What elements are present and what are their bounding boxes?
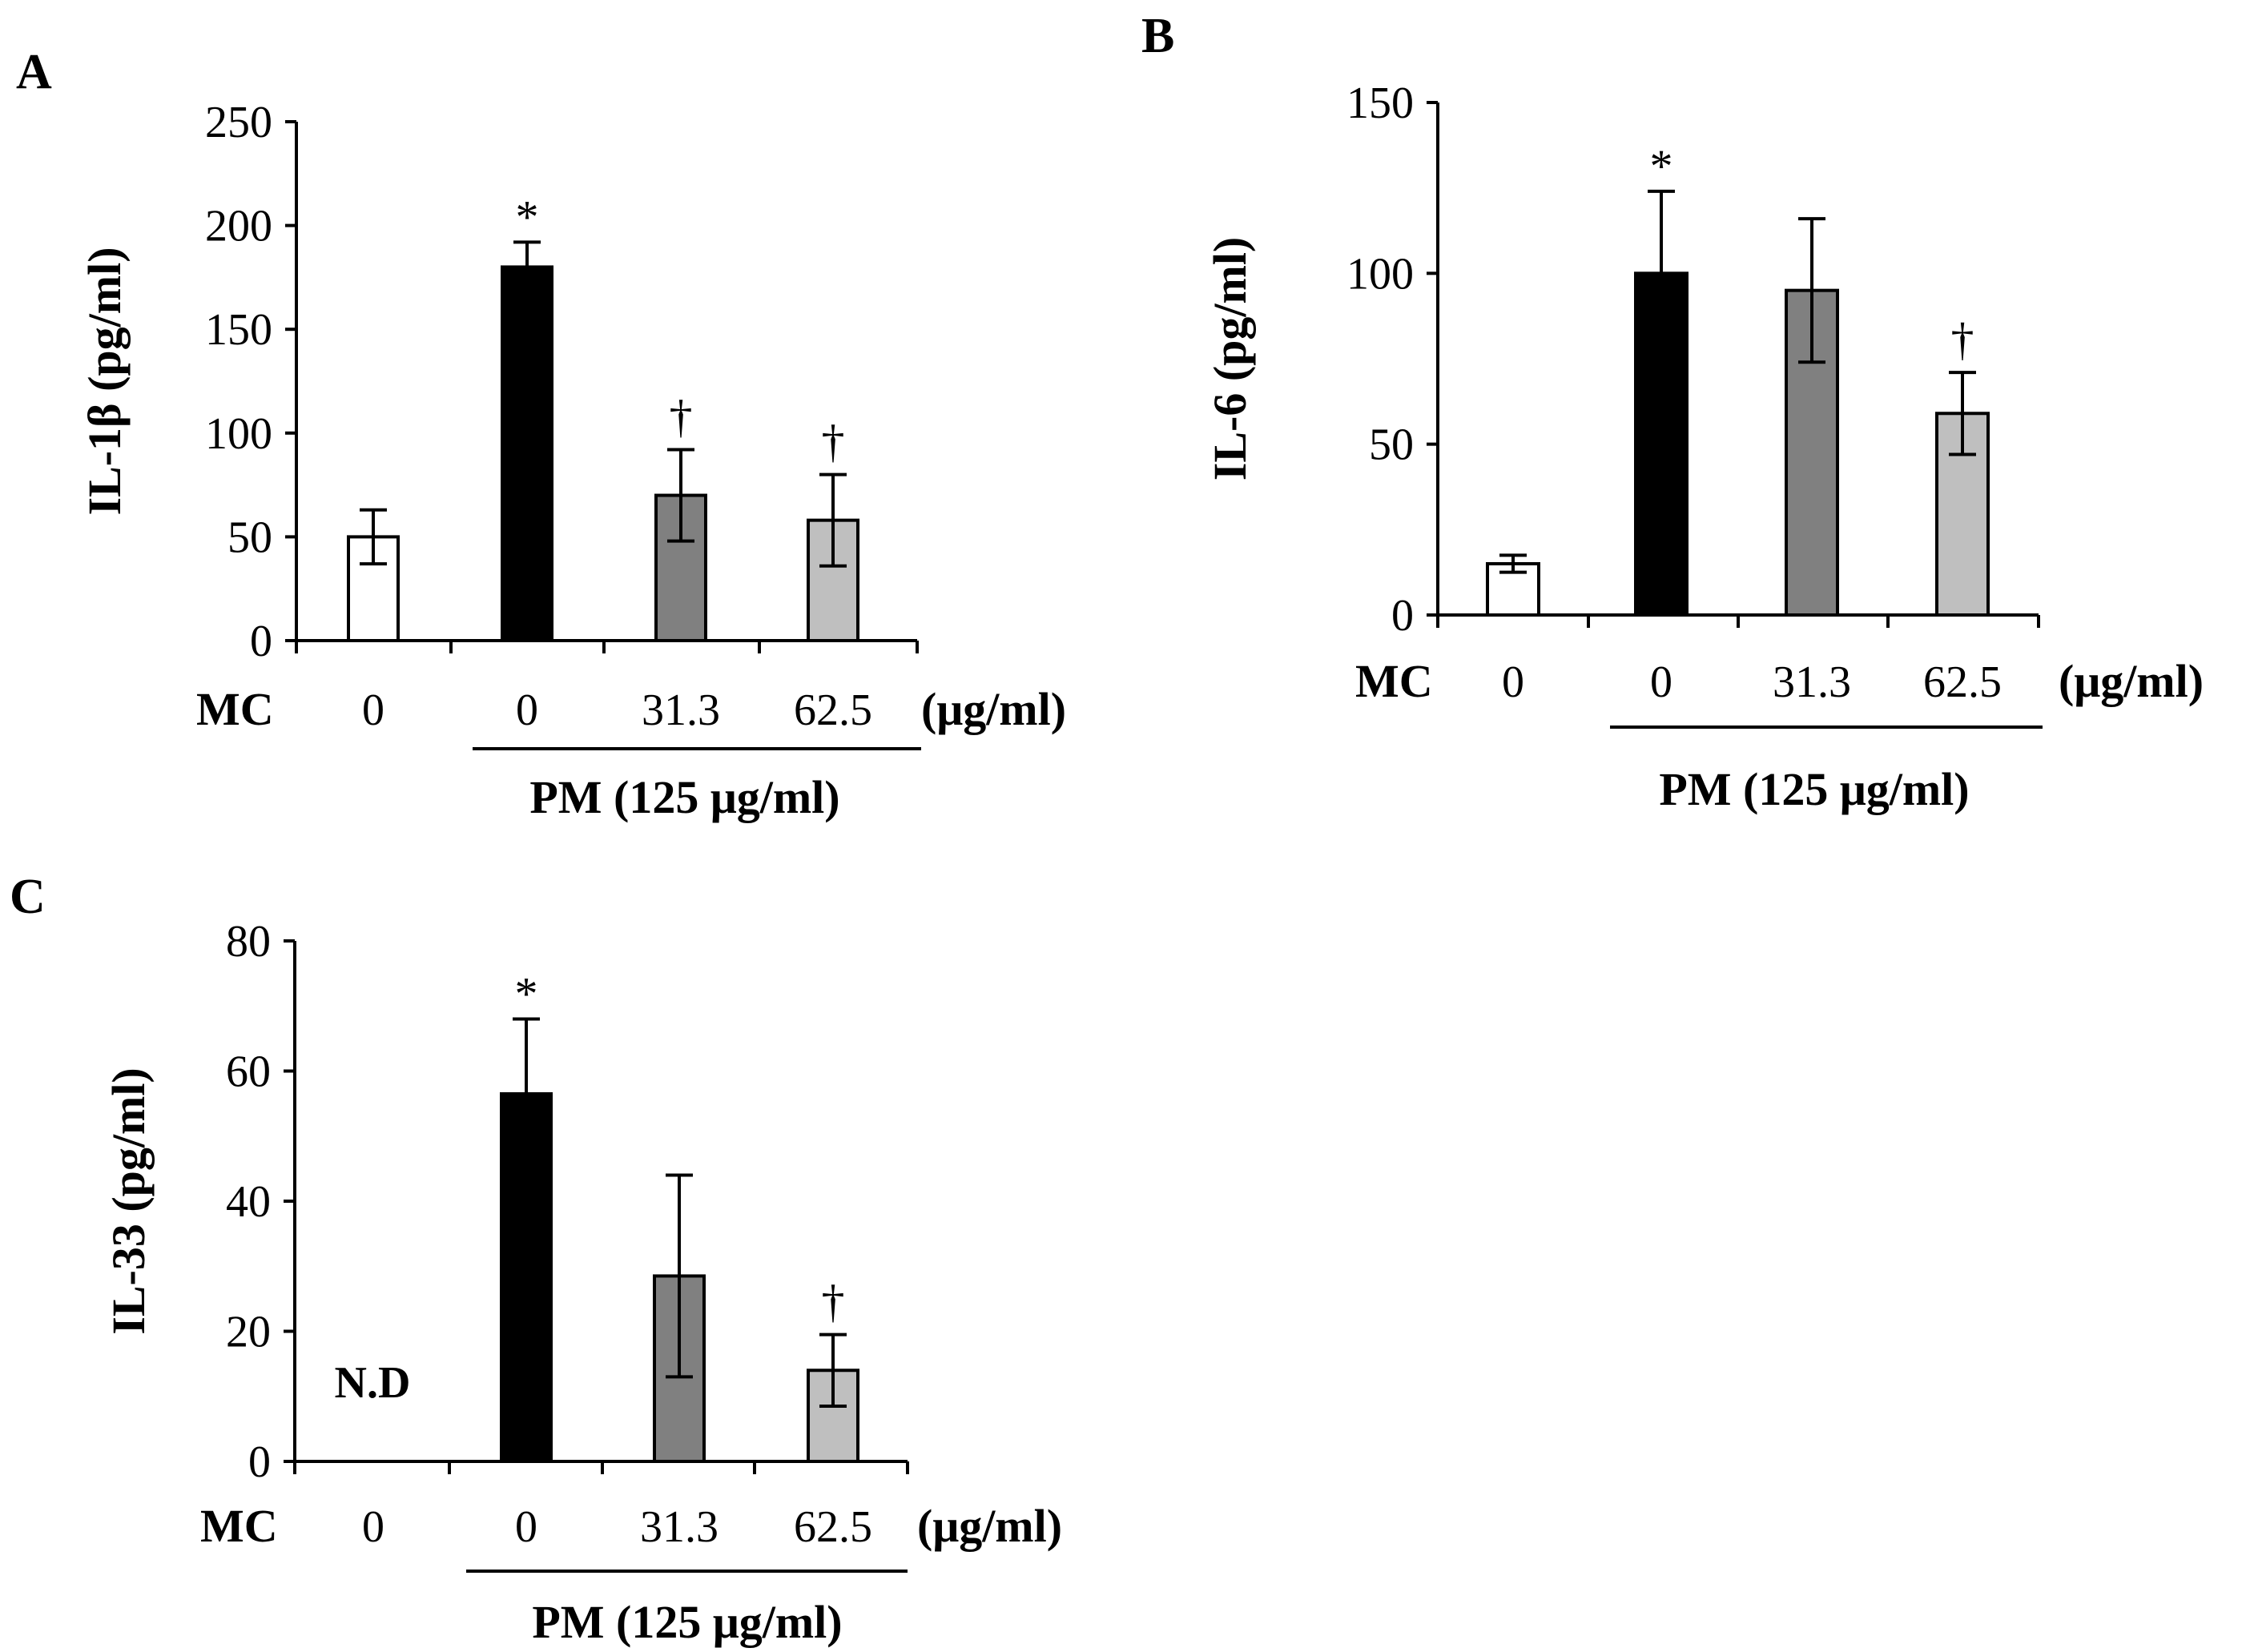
y-tick-label: 50 <box>227 512 272 562</box>
x-tick-label: 62.5 <box>1923 657 2002 707</box>
panel-c: C 0 20 40 60 80 IL-33 (pg/ml) * † 0 0 31.3 62.5 MC (μg… <box>10 870 1062 1648</box>
significance-mark: † <box>822 416 845 468</box>
x-tick-label: 0 <box>362 685 384 735</box>
panel-letter: C <box>10 870 46 924</box>
x-tick-label: 0 <box>1502 657 1524 707</box>
panel-letter: B <box>1141 9 1174 63</box>
y-axis-label: IL-33 (pg/ml) <box>103 1067 155 1335</box>
y-tick-label: 250 <box>205 98 272 147</box>
x-tick-label: 0 <box>516 685 538 735</box>
y-tick-label: 200 <box>205 202 272 251</box>
y-tick-label: 0 <box>1391 591 1414 641</box>
x-tick-label: 31.3 <box>640 1502 718 1552</box>
x-tick-label: 31.3 <box>1773 657 1851 707</box>
y-tick-label: 150 <box>205 305 272 355</box>
group-label: PM (125 μg/ml) <box>529 771 839 823</box>
y-tick-label: 20 <box>226 1308 271 1357</box>
unit-label: (μg/ml) <box>921 683 1066 735</box>
significance-mark: † <box>670 391 693 443</box>
significance-mark: * <box>515 968 538 1020</box>
group-label: PM (125 μg/ml) <box>1659 763 1969 815</box>
panel-a: A 0 50 100 150 200 250 IL-1β (pg/ml) * † † 0 0 31.3 62… <box>16 45 1066 823</box>
y-axis-label: IL-1β (pg/ml) <box>78 247 131 515</box>
bar <box>347 535 400 643</box>
y-tick-label: 100 <box>205 409 272 459</box>
bar <box>807 518 859 642</box>
x-tick-label: 62.5 <box>794 685 872 735</box>
annotation-label: N.D <box>335 1358 411 1408</box>
row-label: MC <box>200 1500 278 1552</box>
significance-mark: * <box>516 191 539 243</box>
y-tick-label: 0 <box>250 617 272 666</box>
panel-b: B 0 50 100 150 IL-6 (pg/ml) * † 0 0 31.3 62.5 MC (μg/… <box>1141 9 2204 815</box>
bar <box>501 265 553 642</box>
y-axis-label: IL-6 (pg/ml) <box>1204 237 1256 481</box>
x-tick-label: 62.5 <box>794 1502 872 1552</box>
x-tick-label: 0 <box>515 1502 537 1552</box>
significance-mark: † <box>822 1276 845 1328</box>
row-label: MC <box>196 683 274 735</box>
y-tick-label: 150 <box>1346 78 1414 128</box>
y-tick-label: 40 <box>226 1177 271 1227</box>
y-tick-label: 0 <box>248 1437 271 1487</box>
unit-label: (μg/ml) <box>2059 655 2204 707</box>
significance-mark: * <box>1650 140 1673 192</box>
y-tick-label: 60 <box>226 1047 271 1097</box>
row-label: MC <box>1355 655 1433 707</box>
group-label: PM (125 μg/ml) <box>532 1596 842 1648</box>
x-tick-label: 31.3 <box>642 685 720 735</box>
unit-label: (μg/ml) <box>917 1500 1062 1552</box>
x-tick-label: 0 <box>362 1502 384 1552</box>
panel-letter: A <box>16 45 52 99</box>
significance-mark: † <box>1951 313 1974 365</box>
y-tick-label: 50 <box>1369 420 1414 470</box>
y-tick-label: 100 <box>1346 249 1414 299</box>
y-tick-label: 80 <box>226 917 271 967</box>
x-tick-label: 0 <box>1650 657 1672 707</box>
